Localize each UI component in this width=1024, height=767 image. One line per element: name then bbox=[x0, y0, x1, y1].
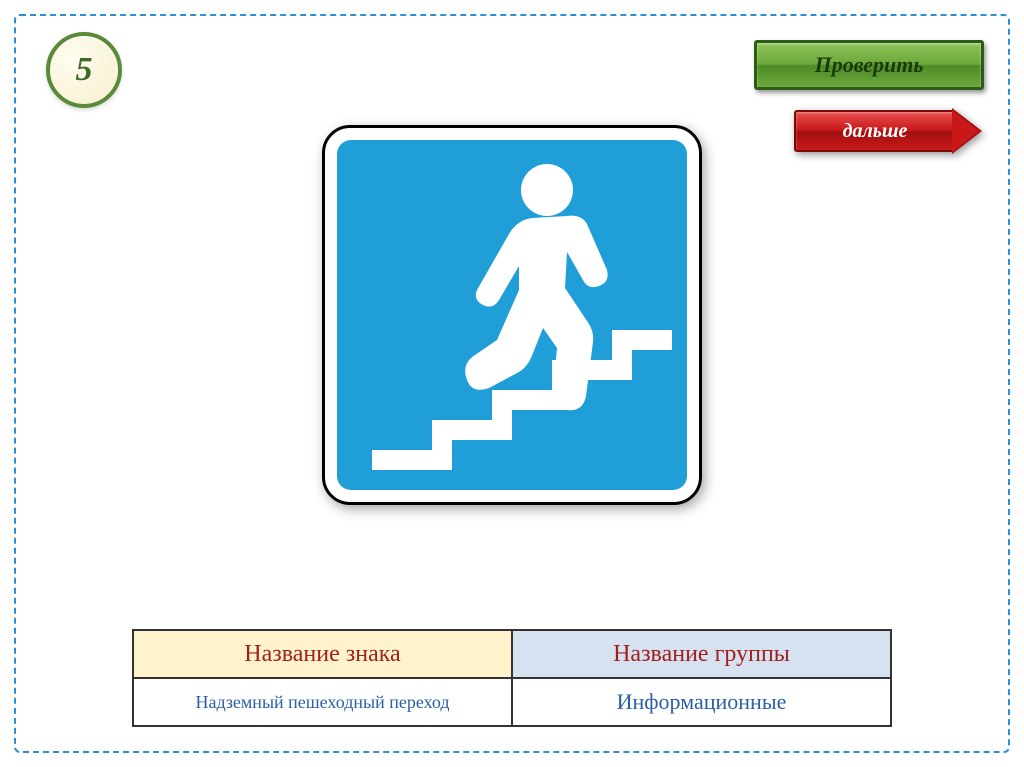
answer-table: Название знака Название группы Надземный… bbox=[132, 629, 892, 727]
road-sign bbox=[322, 125, 702, 505]
header-group-name: Название группы bbox=[512, 630, 891, 678]
question-number-badge: 5 bbox=[46, 32, 122, 108]
question-number: 5 bbox=[76, 51, 93, 89]
value-group-name: Информационные bbox=[512, 678, 891, 726]
next-button[interactable]: дальше bbox=[794, 110, 984, 152]
next-button-body: дальше bbox=[794, 110, 954, 152]
header-sign-name: Название знака bbox=[133, 630, 512, 678]
sign-inner-panel bbox=[337, 140, 687, 490]
table-value-row: Надземный пешеходный переход Информацион… bbox=[133, 678, 891, 726]
next-button-label: дальше bbox=[843, 120, 908, 143]
sign-outer-border bbox=[322, 125, 702, 505]
table-header-row: Название знака Название группы bbox=[133, 630, 891, 678]
arrow-right-icon bbox=[952, 108, 982, 154]
check-button-label: Проверить bbox=[815, 52, 924, 78]
value-sign-name: Надземный пешеходный переход bbox=[133, 678, 512, 726]
pedestrian-stairs-icon bbox=[337, 140, 687, 490]
check-button[interactable]: Проверить bbox=[754, 40, 984, 90]
